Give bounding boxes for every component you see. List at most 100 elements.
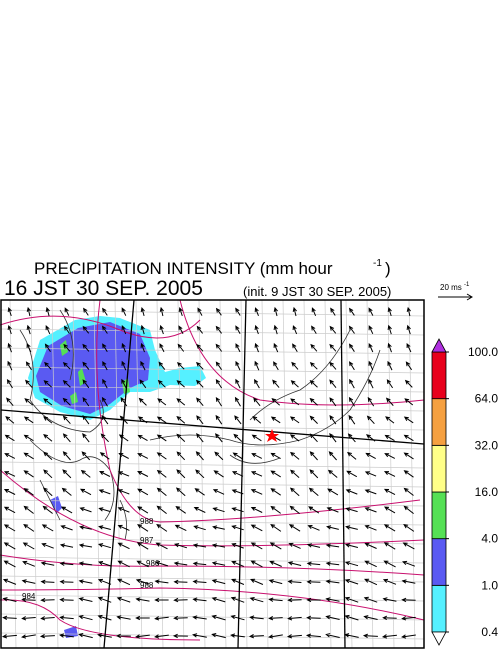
wind-arrow: [250, 578, 264, 585]
wind-arrow: [195, 469, 205, 479]
wind-arrow: [347, 451, 357, 460]
wind-arrow: [196, 415, 204, 425]
wind-arrow: [174, 524, 187, 532]
wind-arrow: [2, 578, 17, 585]
wind-arrow: [102, 307, 108, 316]
wind-arrow: [62, 451, 71, 461]
colorbar-tick-label: 4.0: [481, 532, 498, 546]
wind-arrow: [403, 487, 414, 496]
wind-arrow: [345, 489, 358, 495]
wind-arrow: [136, 560, 149, 568]
wind-arrow: [192, 633, 207, 638]
wind-arrow: [121, 360, 127, 371]
wind-arrow: [325, 597, 340, 602]
vector-scale-arrow: [438, 293, 473, 301]
wind-arrow: [346, 470, 358, 478]
wind-arrow: [230, 596, 245, 603]
wind-arrow: [254, 324, 259, 335]
colorbar-tick-label: 64.0: [475, 392, 499, 406]
wind-arrow: [251, 434, 262, 442]
valid-time: 16 JST 30 SEP. 2005: [4, 277, 203, 300]
wind-arrow: [41, 543, 54, 549]
wind-arrow: [7, 360, 13, 371]
wind-arrow: [365, 434, 376, 442]
wind-arrow: [215, 396, 223, 407]
wind-arrow: [348, 361, 355, 371]
wind-arrow: [235, 307, 241, 316]
wind-arrow: [135, 597, 150, 602]
wind-arrow: [192, 597, 207, 602]
graticule-line: [324, 299, 332, 649]
wind-arrow: [368, 378, 374, 389]
wind-arrow: [254, 378, 260, 389]
wind-arrow: [252, 415, 262, 424]
wind-arrow: [116, 596, 131, 603]
wind-arrow: [234, 396, 241, 407]
wind-arrow: [3, 524, 16, 532]
wind-arrow: [97, 614, 112, 621]
wind-arrow: [248, 634, 264, 639]
wind-arrow: [404, 379, 413, 388]
wind-arrow: [154, 561, 169, 567]
wind-arrow: [135, 615, 150, 621]
graticule-line: [0, 385, 425, 393]
wind-arrow: [306, 615, 321, 621]
wind-arrow: [137, 470, 149, 477]
wind-arrow: [250, 524, 263, 532]
graticule-line: [0, 347, 425, 355]
wind-arrow: [82, 343, 90, 352]
wind-arrow: [154, 579, 169, 584]
graticule-line: [156, 299, 164, 649]
wind-arrow: [79, 488, 92, 496]
wind-arrow: [231, 525, 244, 531]
wind-arrow: [387, 342, 392, 353]
wind-arrow: [381, 634, 397, 639]
wind-arrow: [78, 579, 93, 584]
wind-arrow: [367, 396, 375, 407]
wind-arrow: [99, 452, 110, 460]
wind-arrow: [137, 524, 149, 532]
wind-arrow: [348, 343, 355, 352]
wind-arrow: [173, 579, 188, 585]
title-suffix: ): [385, 259, 391, 278]
wind-arrow: [43, 416, 53, 424]
wind-arrow: [383, 560, 396, 568]
vector-scale-label: 20 ms: [440, 283, 462, 292]
wind-arrow: [253, 397, 261, 407]
wind-arrow: [364, 578, 378, 586]
wind-arrow: [81, 451, 91, 461]
wind-arrow: [290, 398, 300, 406]
isobars: [0, 299, 425, 641]
wind-arrow: [364, 489, 377, 495]
wind-arrow: [3, 542, 16, 550]
wind-arrow: [78, 561, 93, 566]
wind-arrow: [383, 471, 396, 477]
wind-arrow: [102, 361, 108, 371]
wind-arrow: [3, 560, 16, 568]
wind-arrow: [23, 416, 34, 424]
graticule-line: [0, 480, 425, 488]
wind-arrow: [3, 506, 16, 514]
wind-arrow: [325, 561, 340, 566]
wind-arrow: [3, 471, 16, 477]
wind-arrow: [327, 469, 338, 478]
wind-arrow: [159, 324, 164, 335]
wind-arrow: [403, 434, 414, 442]
wind-arrow: [22, 542, 35, 550]
wind-arrow: [26, 306, 31, 317]
wind-arrow: [64, 307, 70, 316]
wind-arrow: [118, 452, 129, 459]
wind-arrow: [270, 470, 281, 478]
wind-arrow: [365, 452, 376, 460]
graticule-line: [0, 328, 425, 336]
wind-arrow: [215, 307, 222, 316]
wind-arrow: [137, 453, 149, 459]
wind-arrow: [405, 361, 413, 371]
wind-arrow: [328, 451, 337, 461]
wind-arrow: [344, 633, 359, 638]
wind-arrow: [61, 487, 72, 496]
wind-arrow: [386, 379, 394, 389]
wind-arrow: [156, 523, 168, 532]
wind-arrow: [62, 380, 71, 388]
wind-arrow: [62, 397, 71, 406]
